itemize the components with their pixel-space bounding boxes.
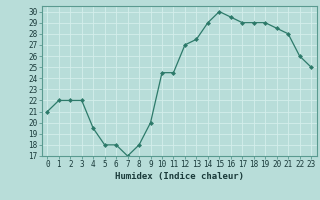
X-axis label: Humidex (Indice chaleur): Humidex (Indice chaleur) bbox=[115, 172, 244, 181]
